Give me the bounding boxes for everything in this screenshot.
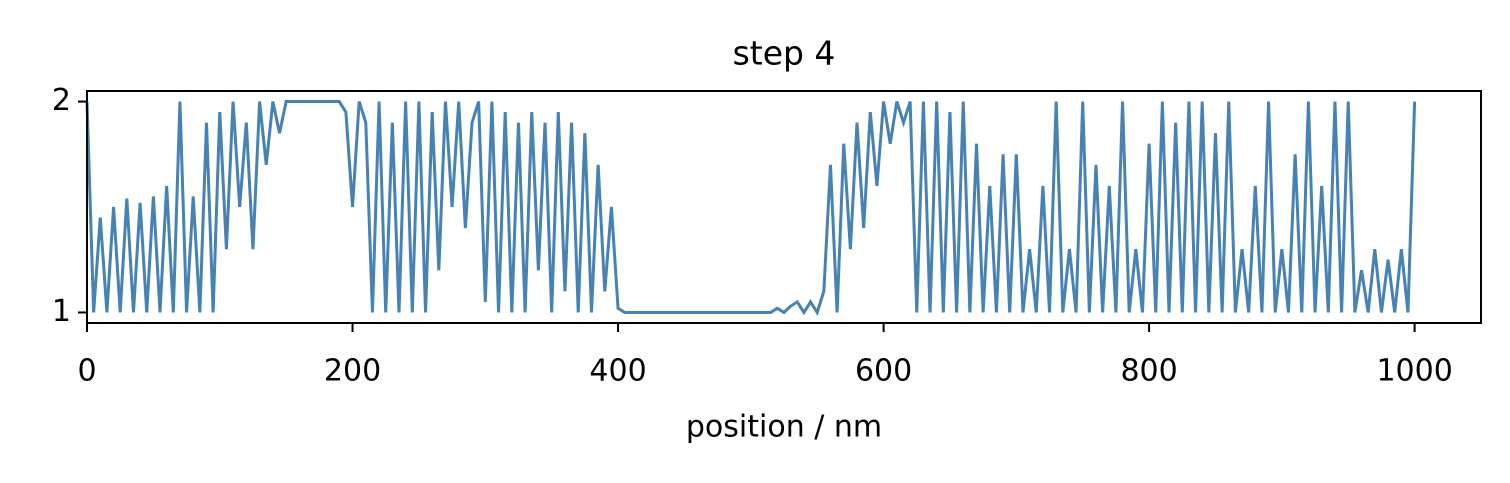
x-tick-label: 200 [324, 354, 381, 389]
x-tick-label: 600 [855, 354, 912, 389]
y-tick-label: 1 [52, 294, 71, 329]
x-tick-label: 400 [589, 354, 646, 389]
x-tick-label: 1000 [1376, 354, 1452, 389]
data-line [85, 100, 1417, 316]
chart-title: step 4 [733, 34, 836, 73]
x-tick-label: 0 [77, 354, 96, 389]
plot-frame [86, 90, 1482, 324]
y-tick-label: 2 [52, 83, 71, 118]
x-axis-label: position / nm [686, 410, 882, 445]
x-tick-label: 800 [1120, 354, 1177, 389]
